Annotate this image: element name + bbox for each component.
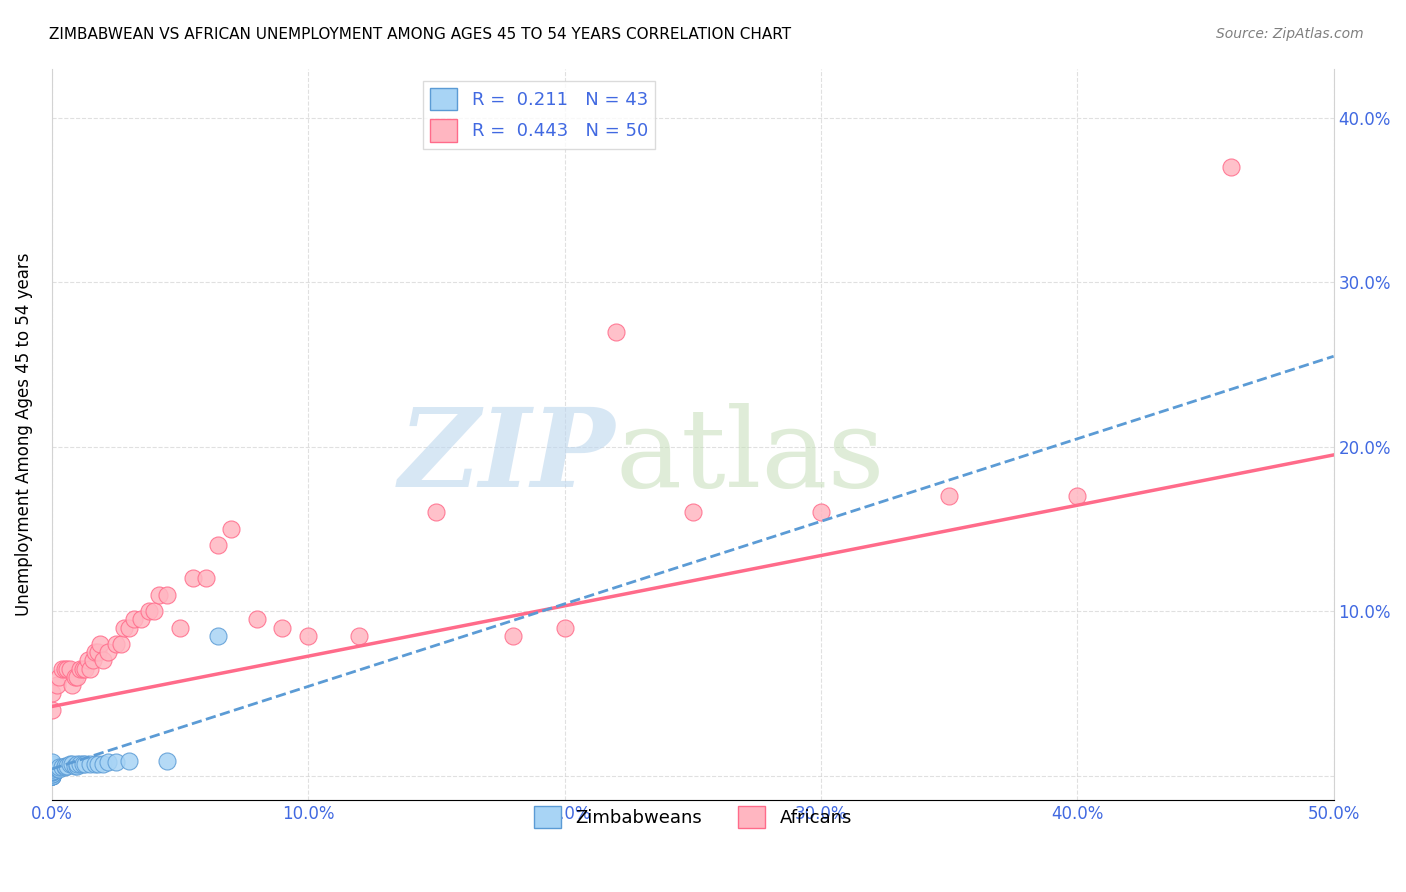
Point [69, 757, 91, 772]
Point [48, 760, 70, 774]
Point [41, 765, 63, 780]
Point [118, 754, 141, 768]
Point [122, 612, 145, 626]
Point [41, 758, 63, 772]
Point [53, 758, 76, 772]
Point [91, 653, 114, 667]
Point [84, 757, 107, 772]
Point [349, 629, 371, 643]
Point [79, 662, 101, 676]
Point [91, 757, 114, 772]
Point [104, 756, 127, 770]
Point [41, 757, 63, 772]
Point [181, 571, 204, 585]
Point [45, 678, 67, 692]
Point [110, 637, 132, 651]
Point [66, 670, 89, 684]
Point [138, 604, 160, 618]
Point [63, 670, 86, 684]
Point [41, 760, 63, 774]
Point [41, 768, 63, 782]
Point [104, 637, 127, 651]
Point [219, 522, 242, 536]
Text: Source: ZipAtlas.com: Source: ZipAtlas.com [1216, 27, 1364, 41]
Y-axis label: Unemployment Among Ages 45 to 54 years: Unemployment Among Ages 45 to 54 years [15, 252, 32, 616]
Point [553, 621, 575, 635]
Point [41, 703, 63, 717]
Point [194, 571, 217, 585]
Point [56, 662, 79, 676]
Point [48, 670, 70, 684]
Point [502, 629, 524, 643]
Text: ZIP: ZIP [399, 402, 616, 510]
Point [41, 758, 63, 772]
Point [271, 621, 294, 635]
Point [60, 678, 83, 692]
Point [169, 621, 191, 635]
Point [82, 653, 104, 667]
Point [938, 489, 960, 503]
Point [41, 768, 63, 782]
Point [156, 754, 179, 768]
Point [112, 621, 135, 635]
Point [41, 762, 63, 776]
Legend: Zimbabweans, Africans: Zimbabweans, Africans [526, 798, 859, 835]
Text: ZIMBABWEAN VS AFRICAN UNEMPLOYMENT AMONG AGES 45 TO 54 YEARS CORRELATION CHART: ZIMBABWEAN VS AFRICAN UNEMPLOYMENT AMONG… [49, 27, 792, 42]
Point [97, 645, 120, 659]
Point [84, 645, 107, 659]
Point [246, 612, 269, 626]
Point [63, 758, 86, 772]
Point [297, 629, 319, 643]
Point [148, 588, 170, 602]
Point [1220, 160, 1243, 174]
Point [97, 756, 120, 770]
Point [51, 760, 73, 774]
Point [75, 757, 97, 772]
Point [41, 767, 63, 781]
Point [810, 506, 832, 520]
Point [41, 768, 63, 782]
Point [143, 604, 166, 618]
Point [118, 621, 141, 635]
Point [425, 506, 447, 520]
Point [41, 686, 63, 700]
Point [48, 762, 70, 776]
Point [156, 588, 179, 602]
Point [87, 645, 110, 659]
Point [41, 764, 63, 778]
Point [682, 506, 704, 520]
Point [41, 764, 63, 778]
Point [41, 765, 63, 780]
Point [605, 325, 627, 339]
Point [89, 637, 111, 651]
Point [66, 758, 89, 772]
Point [60, 757, 83, 772]
Point [56, 758, 79, 772]
Point [41, 762, 63, 776]
Point [75, 662, 97, 676]
Point [41, 768, 63, 782]
Point [207, 538, 229, 552]
Point [41, 767, 63, 781]
Point [53, 662, 76, 676]
Point [59, 662, 82, 676]
Point [66, 757, 89, 772]
Point [53, 760, 76, 774]
Point [207, 629, 229, 643]
Point [41, 760, 63, 774]
Point [59, 757, 82, 772]
Point [41, 764, 63, 778]
Point [131, 612, 153, 626]
Point [51, 662, 73, 676]
Point [41, 768, 63, 782]
Point [72, 662, 94, 676]
Text: atlas: atlas [616, 403, 886, 510]
Point [87, 757, 110, 772]
Point [76, 653, 98, 667]
Point [41, 756, 63, 770]
Point [72, 757, 94, 772]
Point [1066, 489, 1088, 503]
Point [69, 662, 91, 676]
Point [79, 757, 101, 772]
